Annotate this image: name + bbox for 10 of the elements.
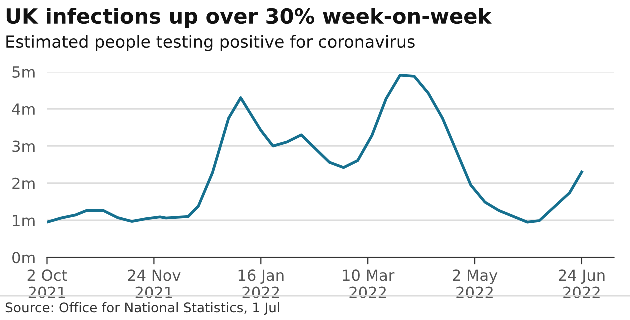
y-tick-label: 5m [12, 66, 35, 78]
chart-subtitle: Estimated people testing positive for coronavirus [6, 35, 415, 52]
line-series [47, 74, 584, 224]
y-tick-label: 3m [12, 140, 35, 152]
source-note: Source: Office for National Statistics, 1 Jul [6, 302, 280, 316]
y-tick-label: 0m [12, 252, 35, 264]
y-tick-label: 2m [12, 178, 35, 190]
chart-title: UK infections up over 30% week-on-week [6, 8, 492, 28]
y-tick-label: 4m [12, 104, 35, 115]
y-tick-label: 1m [13, 215, 35, 226]
